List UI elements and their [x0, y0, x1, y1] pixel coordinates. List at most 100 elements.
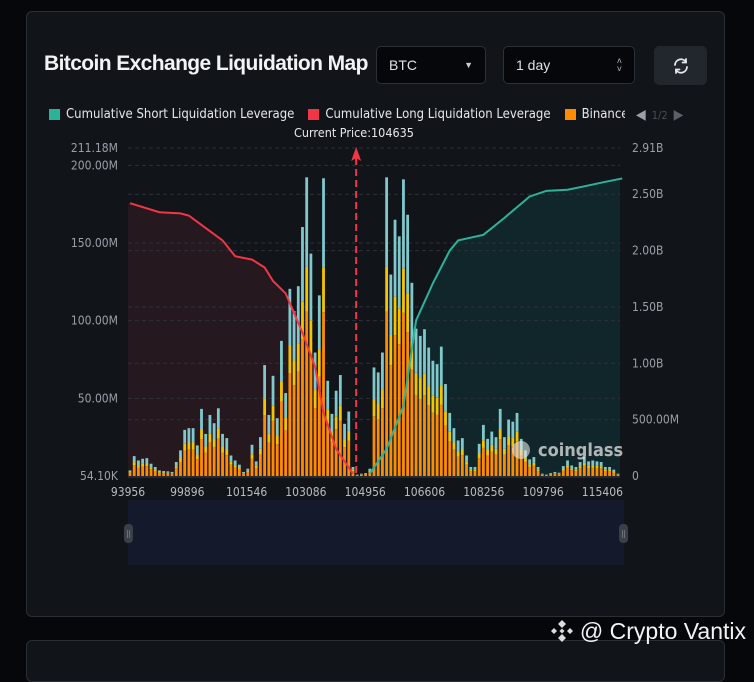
bar-segment-other-exchange-2 — [196, 445, 199, 454]
bar-segment-other-exchange-1 — [482, 440, 485, 448]
bar-segment-binance — [225, 455, 228, 476]
bar-segment-other-exchange-2 — [166, 471, 169, 472]
bar-segment-binance — [431, 413, 434, 476]
bar-segment-other-exchange-1 — [314, 390, 317, 409]
bar-segment-other-exchange-1 — [242, 473, 245, 474]
bar-segment-binance — [406, 332, 409, 476]
bar-segment-binance — [276, 444, 279, 476]
y-left-tick-label: 150.00M — [71, 236, 118, 250]
bar-segment-other-exchange-2 — [305, 177, 308, 267]
author-name: @ Crypto Vantix — [580, 618, 746, 645]
bar-segment-other-exchange-2 — [381, 353, 384, 390]
bar-segment-other-exchange-2 — [423, 329, 426, 373]
bar-segment-other-exchange-2 — [187, 428, 190, 442]
bar-segment-other-exchange-2 — [558, 473, 561, 474]
bar-segment-other-exchange-1 — [204, 447, 207, 453]
bar-segment-other-exchange-1 — [166, 473, 169, 474]
bar-segment-other-exchange-2 — [238, 465, 241, 468]
bar-segment-binance — [444, 425, 447, 476]
bar-segment-other-exchange-2 — [495, 437, 498, 449]
bar-segment-binance — [129, 473, 132, 476]
bar-segment-binance — [381, 408, 384, 476]
y-right-tick-label: 1.50B — [632, 300, 663, 314]
bar-segment-other-exchange-2 — [566, 460, 569, 465]
bar-segment-other-exchange-1 — [516, 432, 519, 441]
bar-segment-binance — [490, 452, 493, 476]
bar-segment-other-exchange-1 — [305, 267, 308, 312]
bar-segment-binance — [503, 455, 506, 476]
bar-segment-binance — [200, 439, 203, 476]
bar-segment-binance — [364, 474, 367, 476]
bar-segment-other-exchange-2 — [579, 462, 582, 466]
bar-segment-binance — [192, 450, 195, 476]
bar-segment-other-exchange-2 — [200, 409, 203, 429]
bar-segment-binance — [541, 475, 544, 476]
bar-segment-binance — [528, 467, 531, 476]
bar-segment-other-exchange-1 — [587, 466, 590, 468]
bar-segment-other-exchange-1 — [221, 447, 224, 453]
bar-segment-other-exchange-2 — [461, 438, 464, 449]
bar-segment-other-exchange-1 — [373, 400, 376, 416]
bar-segment-other-exchange-1 — [385, 267, 388, 312]
bar-segment-other-exchange-2 — [339, 375, 342, 405]
bar-segment-binance — [465, 465, 468, 476]
bar-segment-binance — [596, 468, 599, 476]
bar-segment-other-exchange-2 — [596, 461, 599, 465]
slider-left-handle[interactable]: || — [124, 524, 133, 543]
x-tick-label: 101546 — [226, 485, 267, 499]
bar-segment-binance — [335, 429, 338, 476]
bar-segment-binance — [293, 385, 296, 476]
bar-segment-other-exchange-2 — [335, 391, 338, 417]
bar-segment-other-exchange-1 — [406, 293, 409, 332]
bar-segment-other-exchange-2 — [171, 472, 174, 473]
bar-segment-other-exchange-1 — [499, 429, 502, 439]
bar-segment-other-exchange-2 — [385, 177, 388, 267]
liquidation-chart: 211.18M200.00M150.00M100.00M50.00M54.10K… — [0, 0, 754, 500]
coinglass-logo-icon — [512, 441, 530, 459]
bar-segment-other-exchange-2 — [465, 455, 468, 461]
bar-segment-binance — [453, 450, 456, 476]
bar-segment-binance — [377, 419, 380, 476]
bar-segment-binance — [612, 472, 615, 476]
bar-segment-binance — [238, 470, 241, 476]
bar-segment-other-exchange-2 — [150, 464, 153, 468]
range-slider[interactable] — [128, 500, 624, 565]
coinglass-watermark: coinglass — [538, 440, 623, 461]
bar-segment-other-exchange-1 — [154, 470, 157, 471]
bar-segment-other-exchange-1 — [394, 297, 397, 335]
bar-segment-other-exchange-1 — [225, 449, 228, 455]
bar-segment-other-exchange-1 — [339, 405, 342, 420]
slider-right-handle[interactable]: || — [619, 524, 628, 543]
bar-segment-binance — [263, 415, 266, 476]
bar-segment-binance — [331, 442, 334, 476]
bar-segment-other-exchange-1 — [309, 320, 312, 353]
bar-segment-other-exchange-2 — [373, 367, 376, 400]
bar-segment-other-exchange-2 — [158, 470, 161, 472]
x-tick-label: 115406 — [582, 485, 623, 499]
bar-segment-other-exchange-2 — [141, 459, 144, 464]
bar-segment-other-exchange-2 — [217, 408, 220, 428]
bar-segment-binance — [267, 442, 270, 476]
bar-segment-other-exchange-2 — [145, 458, 148, 463]
bar-segment-other-exchange-2 — [284, 393, 287, 418]
bar-segment-other-exchange-1 — [318, 350, 321, 377]
bar-segment-binance — [255, 468, 258, 476]
bar-segment-other-exchange-2 — [612, 470, 615, 472]
bar-segment-other-exchange-2 — [347, 412, 350, 431]
bar-segment-binance — [179, 462, 182, 476]
bar-segment-other-exchange-1 — [486, 450, 489, 456]
bar-segment-other-exchange-2 — [230, 455, 233, 461]
bar-segment-other-exchange-2 — [532, 457, 535, 463]
bar-segment-other-exchange-1 — [335, 416, 338, 429]
bar-segment-other-exchange-2 — [469, 467, 472, 470]
bar-segment-other-exchange-2 — [221, 434, 224, 447]
bar-segment-binance — [549, 474, 552, 476]
bar-segment-binance — [280, 402, 283, 476]
bar-segment-other-exchange-1 — [209, 433, 212, 442]
bar-segment-other-exchange-1 — [129, 472, 132, 473]
bar-segment-other-exchange-1 — [427, 386, 430, 405]
bar-segment-other-exchange-1 — [398, 308, 401, 344]
bar-segment-binance — [532, 466, 535, 476]
bar-segment-other-exchange-1 — [276, 436, 279, 445]
bar-segment-binance — [591, 467, 594, 476]
